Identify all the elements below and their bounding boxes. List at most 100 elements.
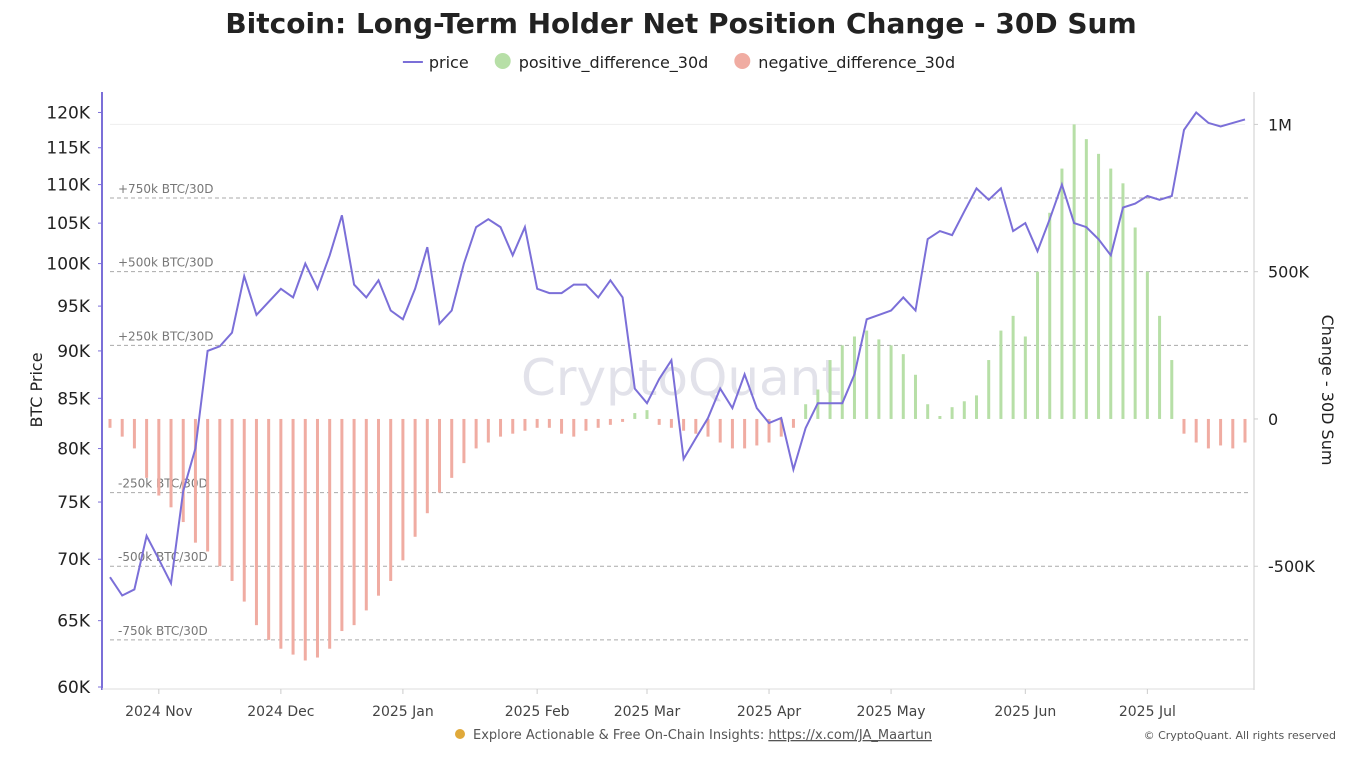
footer-text: Explore Actionable & Free On-Chain Insig… <box>473 728 768 743</box>
y-tick-label: 85K <box>57 389 91 409</box>
bar <box>584 418 588 431</box>
y-tick-label: 105K <box>46 214 90 234</box>
bar <box>303 418 307 661</box>
bell-icon <box>455 729 465 739</box>
bar <box>1182 418 1186 434</box>
bar <box>645 410 649 419</box>
y-tick-label: 70K <box>57 550 91 570</box>
bar <box>1145 271 1149 419</box>
footer: Explore Actionable & Free On-Chain Insig… <box>473 728 932 743</box>
bar <box>535 418 539 428</box>
y2-tick-label: -500K <box>1268 557 1315 576</box>
bar <box>1219 418 1223 446</box>
bar <box>669 418 673 428</box>
bar <box>364 418 368 611</box>
x-tick-label: 2025 Apr <box>737 704 802 720</box>
bar <box>706 418 710 437</box>
bar <box>1158 315 1162 419</box>
bar <box>730 418 734 449</box>
y-tick-label: 110K <box>46 176 90 196</box>
reference-label: +500k BTC/30D <box>118 256 214 270</box>
bar <box>1048 212 1052 419</box>
bar <box>193 418 197 543</box>
bar <box>938 416 942 419</box>
bar <box>230 418 234 581</box>
bar <box>511 418 515 434</box>
bar <box>376 418 380 596</box>
bar <box>413 418 417 537</box>
bar <box>877 339 881 419</box>
x-tick-label: 2025 Jan <box>372 704 434 720</box>
bar <box>596 418 600 428</box>
bar <box>218 418 222 567</box>
bar <box>1023 336 1027 419</box>
y-tick-label: 115K <box>46 139 90 159</box>
bar <box>352 418 356 626</box>
y-tick-label: 95K <box>57 297 91 317</box>
bar <box>486 418 490 443</box>
bar <box>315 418 319 658</box>
bar <box>950 407 954 419</box>
bar <box>1097 153 1101 419</box>
bar <box>743 418 747 449</box>
bar <box>254 418 258 626</box>
bar <box>267 418 271 640</box>
bar <box>572 418 576 437</box>
bar <box>523 418 527 431</box>
bar <box>657 418 661 425</box>
bar <box>975 395 979 419</box>
bar <box>913 374 917 419</box>
bar <box>767 418 771 443</box>
legend-swatch <box>734 53 751 69</box>
bar <box>206 418 210 552</box>
bar <box>621 418 625 422</box>
bar <box>547 418 551 428</box>
bar <box>962 401 966 419</box>
watermark: CryptoQuant <box>521 349 841 407</box>
y-axis-label: BTC Price <box>27 352 46 427</box>
bar <box>132 418 136 449</box>
reference-label: -500k BTC/30D <box>118 550 208 564</box>
bar <box>1121 183 1125 419</box>
bar <box>1036 271 1040 419</box>
bar <box>242 418 246 602</box>
y-tick-label: 120K <box>46 103 90 123</box>
bar <box>755 418 759 446</box>
x-tick-label: 2025 Mar <box>614 704 681 720</box>
bar <box>1011 315 1015 419</box>
bar <box>181 418 185 523</box>
bar <box>1194 418 1198 443</box>
bar <box>633 413 637 419</box>
bar <box>608 418 612 425</box>
y-tick-label: 80K <box>57 440 91 460</box>
bar <box>718 418 722 443</box>
bar <box>804 404 808 419</box>
y2-axis-label: Change - 30D Sum <box>1318 315 1337 466</box>
y-tick-label: 75K <box>57 493 91 513</box>
reference-label: +250k BTC/30D <box>118 329 214 343</box>
bar <box>779 418 783 437</box>
y-tick-label: 100K <box>46 255 90 275</box>
bar <box>840 345 844 419</box>
legend-swatch <box>494 53 511 69</box>
bar <box>1084 139 1088 419</box>
bar <box>1243 418 1247 443</box>
bar <box>828 360 832 419</box>
bar <box>791 418 795 428</box>
bar <box>438 418 442 493</box>
bar <box>279 418 283 649</box>
x-tick-label: 2025 Jun <box>994 704 1056 720</box>
x-tick-label: 2024 Dec <box>247 704 314 720</box>
bar <box>120 418 124 437</box>
bar <box>425 418 429 514</box>
price-line <box>109 111 1246 597</box>
bar <box>462 418 466 464</box>
bar <box>694 418 698 434</box>
bar <box>389 418 393 581</box>
footer-link[interactable]: https://x.com/JA_Maartun <box>768 728 932 743</box>
bar <box>852 336 856 419</box>
bar <box>1060 168 1064 419</box>
x-tick-label: 2025 Feb <box>505 704 570 720</box>
bar <box>401 418 405 561</box>
